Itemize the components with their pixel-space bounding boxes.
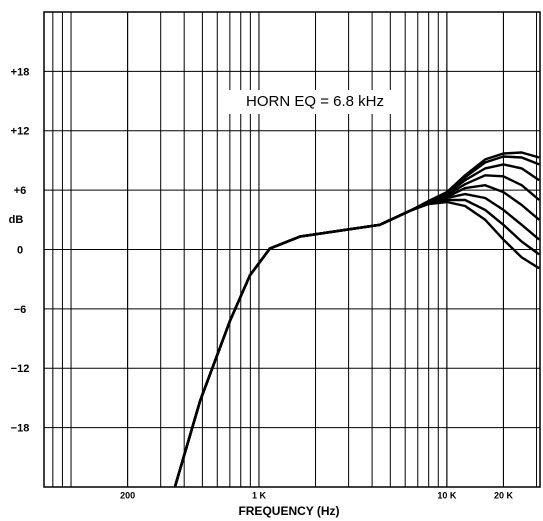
x-tick-label: 20 K: [494, 490, 514, 500]
grid: [44, 12, 540, 487]
curve: [173, 151, 540, 488]
annotation-box: [226, 90, 404, 114]
x-tick-label: 200: [120, 490, 135, 500]
y-axis-label: dB: [9, 214, 24, 226]
x-tick-label: 1 K: [252, 490, 267, 500]
y-tick-label: +6: [14, 185, 27, 197]
y-tick-label: −6: [14, 304, 27, 316]
x-axis-label: FREQUENCY (Hz): [238, 504, 339, 518]
curves: [173, 151, 540, 488]
y-tick-label: +12: [11, 126, 30, 138]
annotation: HORN EQ = 6.8 kHz: [246, 93, 384, 110]
x-tick-label: 10 K: [437, 490, 457, 500]
plot-frame: [43, 11, 541, 488]
y-tick-label: −18: [11, 423, 30, 435]
y-tick-label: 0: [17, 244, 23, 256]
y-tick-label: −12: [11, 363, 30, 375]
y-tick-label: +18: [11, 66, 30, 78]
